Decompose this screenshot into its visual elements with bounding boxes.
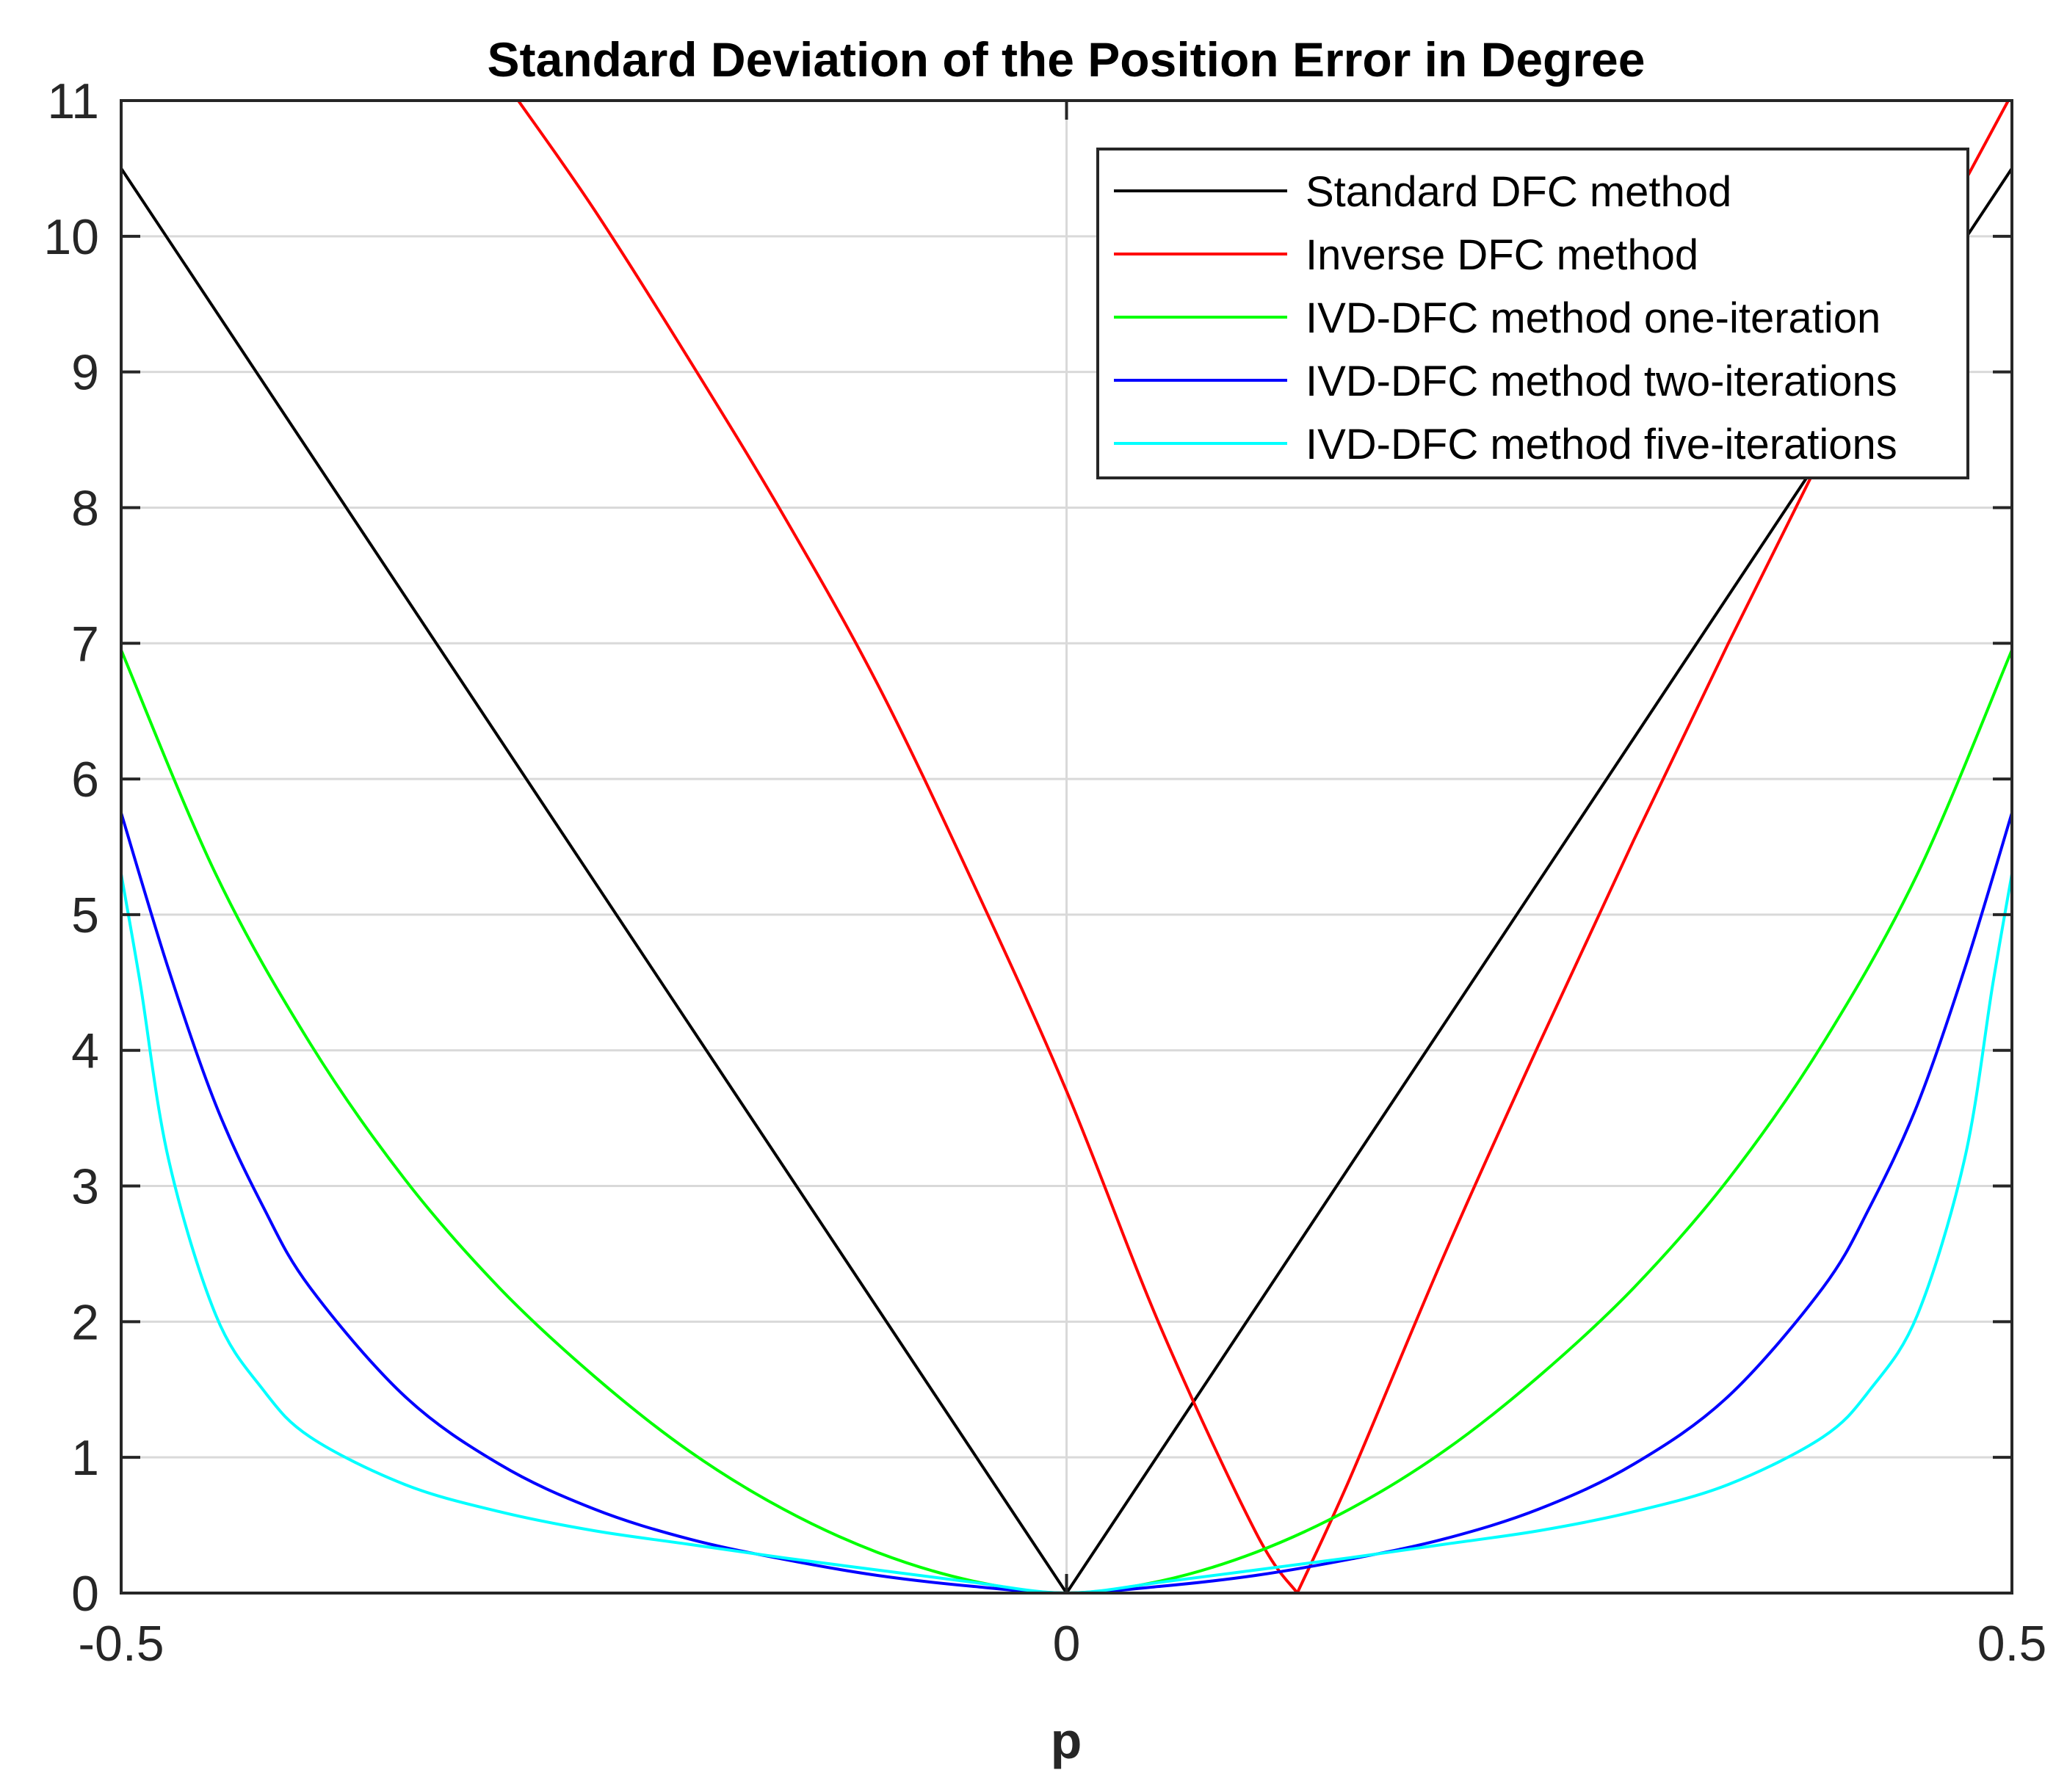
y-tick-label: 11 [47, 73, 99, 129]
y-tick-label: 4 [71, 1023, 99, 1079]
x-tick-label: 0.5 [1977, 1616, 2047, 1672]
y-tick-label: 6 [71, 752, 99, 808]
legend-label: IVD-DFC method two-iterations [1306, 358, 1897, 405]
y-tick-label: 0 [71, 1566, 99, 1622]
y-tick-label: 5 [71, 888, 99, 943]
y-tick-label: 1 [71, 1430, 99, 1486]
ticks [120, 99, 2013, 1595]
legend-label: IVD-DFC method one-iteration [1306, 294, 1880, 342]
legend-label: IVD-DFC method five-iterations [1306, 421, 1897, 468]
y-tick-label: 2 [71, 1294, 99, 1350]
x-axis-label: p [1051, 1712, 1082, 1769]
series-line-4 [121, 874, 2012, 1593]
y-tick-label: 9 [71, 345, 99, 401]
x-tick-label: 0 [1053, 1616, 1081, 1672]
y-tick-label: 8 [71, 480, 99, 536]
x-tick-label: -0.5 [78, 1616, 164, 1672]
y-tick-label: 7 [71, 616, 99, 672]
legend-label: Standard DFC method [1306, 168, 1731, 216]
legend-box [1096, 148, 1969, 479]
legend: Standard DFC method Inverse DFC method IVD… [1096, 148, 1969, 479]
legend-label: Inverse DFC method [1306, 231, 1698, 279]
series-line-3 [121, 812, 2012, 1593]
chart-title: Standard Deviation of the Position Error… [488, 32, 1646, 87]
y-tick-label: 3 [71, 1159, 99, 1215]
y-tick-label: 10 [43, 209, 99, 265]
series-line-2 [121, 649, 2012, 1593]
